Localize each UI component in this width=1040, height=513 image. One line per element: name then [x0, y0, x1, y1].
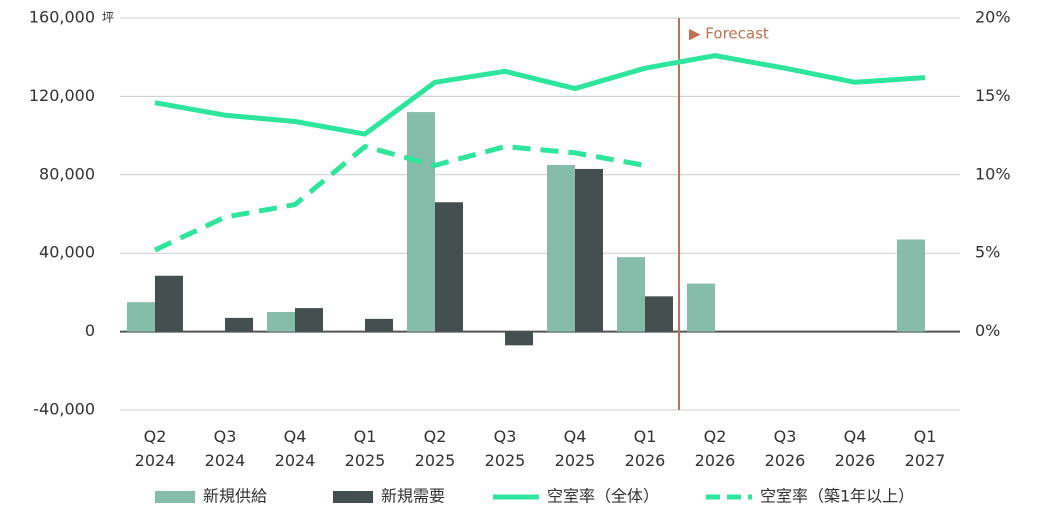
- forecast-label: ▶ Forecast: [689, 25, 769, 43]
- x-tick-label: Q1 2025: [344, 427, 386, 470]
- bar: [897, 239, 925, 332]
- y2-tick-label: 20%: [975, 8, 1011, 27]
- bar: [435, 202, 463, 332]
- x-tick-label: Q4 2024: [274, 427, 316, 470]
- y-tick-label: 80,000: [39, 164, 95, 183]
- x-tick-label: Q3 2025: [484, 427, 526, 470]
- bar: [225, 317, 253, 332]
- bar: [617, 257, 645, 332]
- line: [153, 144, 646, 253]
- x-tick-label: Q4 2026: [834, 427, 876, 470]
- y-unit: 坪: [102, 11, 114, 25]
- y2-tick-label: 10%: [975, 164, 1011, 183]
- bar: [407, 112, 435, 332]
- legend-label: 新規需要: [381, 487, 445, 506]
- legend-label: 空室率（全体）: [547, 487, 659, 506]
- bar: [575, 168, 603, 332]
- legend-swatch: [155, 491, 195, 503]
- y-tick-label: 0: [85, 321, 95, 340]
- y-tick-label: 40,000: [39, 243, 95, 262]
- legend-swatch: [333, 491, 373, 503]
- bar: [127, 302, 155, 332]
- x-tick-label: Q1 2026: [624, 427, 666, 470]
- x-tick-label: Q3 2024: [204, 427, 246, 470]
- y2-tick-label: 15%: [975, 86, 1011, 105]
- bar: [267, 312, 295, 332]
- bar: [687, 283, 715, 332]
- x-tick-label: Q2 2025: [414, 427, 456, 470]
- x-tick-label: Q1 2027: [904, 427, 946, 470]
- x-tick-label: Q4 2025: [554, 427, 596, 470]
- line: [154, 53, 926, 137]
- y2-tick-label: 0%: [975, 321, 1000, 340]
- legend-label: 空室率（築1年以上）: [760, 487, 914, 506]
- bar: [547, 165, 575, 332]
- y-tick-label: -40,000: [33, 400, 95, 419]
- bar: [365, 318, 393, 332]
- bar: [505, 331, 533, 346]
- x-tick-label: Q3 2026: [764, 427, 806, 470]
- legend-label: 新規供給: [203, 487, 267, 506]
- bar: [295, 308, 323, 332]
- y-tick-label: 120,000: [29, 86, 95, 105]
- x-tick-label: Q2 2026: [694, 427, 736, 470]
- y-tick-label: 160,000: [29, 8, 95, 27]
- y2-tick-label: 5%: [975, 243, 1000, 262]
- bar: [645, 296, 673, 332]
- x-tick-label: Q2 2024: [134, 427, 176, 470]
- bar: [155, 275, 183, 332]
